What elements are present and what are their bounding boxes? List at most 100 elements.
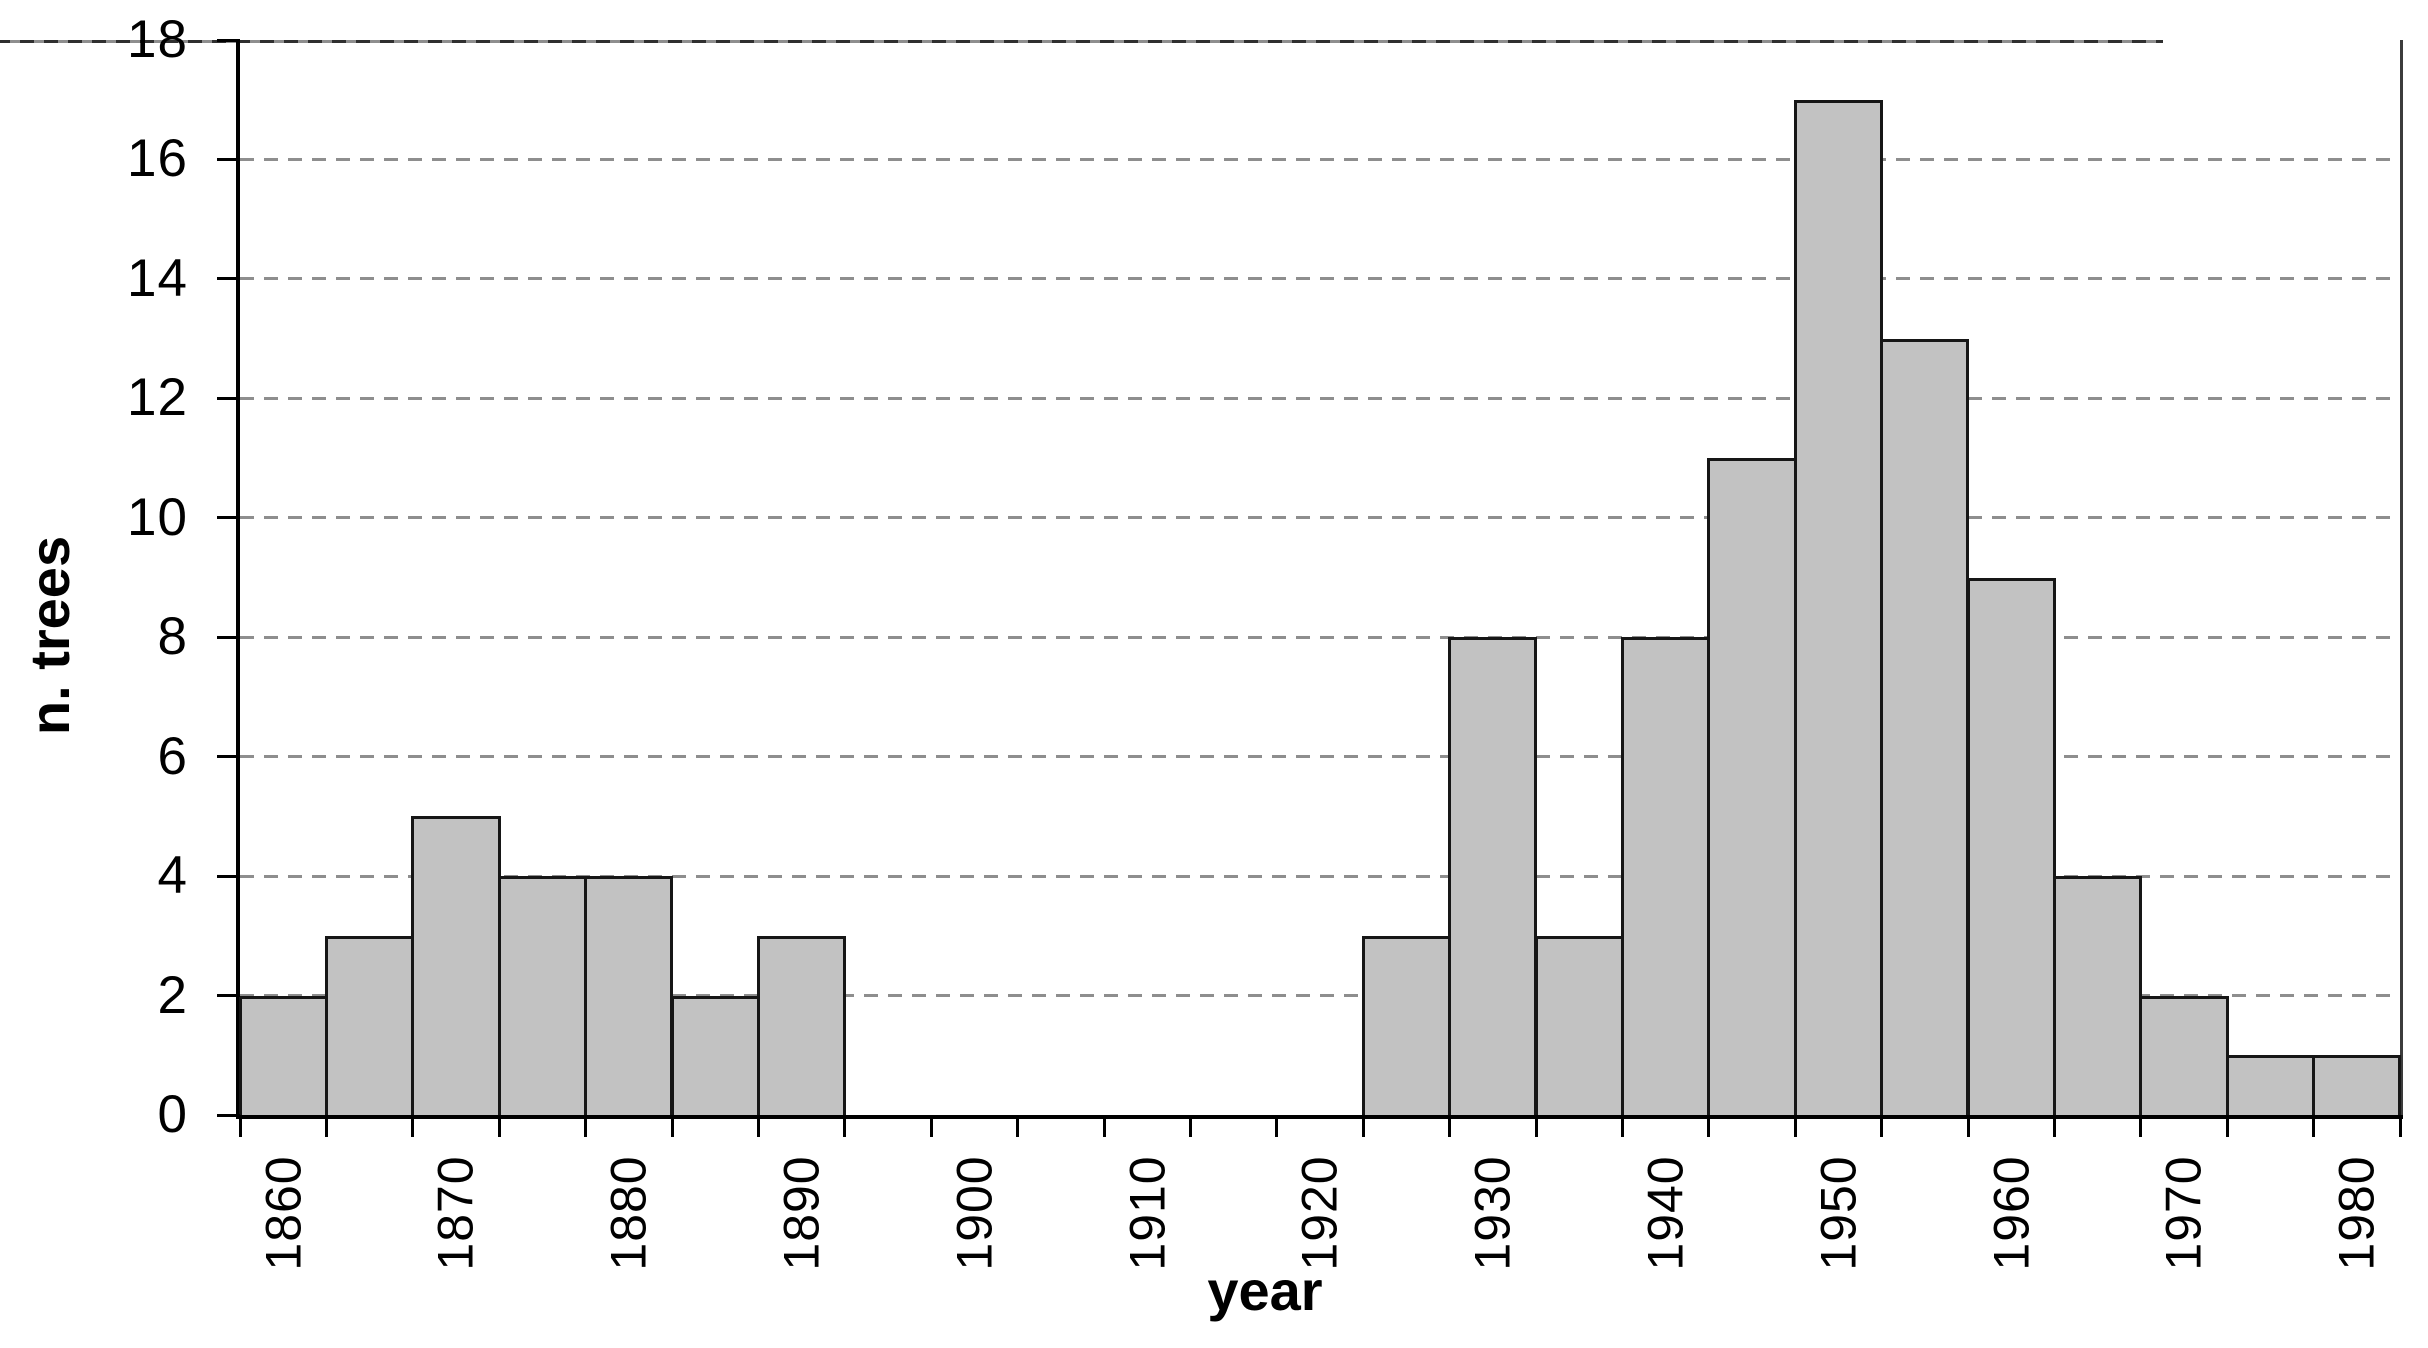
y-axis-line bbox=[236, 40, 240, 1119]
x-tick-label-text-1860: 1860 bbox=[255, 1155, 312, 1271]
x-tick-label-1880: 1880 bbox=[564, 1146, 694, 1280]
y-axis-title: n. trees bbox=[0, 420, 100, 850]
bar-1945 bbox=[1707, 458, 1797, 1115]
y-tick-label-8: 8 bbox=[157, 607, 188, 667]
y-tick-8 bbox=[217, 635, 240, 639]
x-tick-label-text-1960: 1960 bbox=[1983, 1155, 2040, 1271]
bar-1960 bbox=[1966, 577, 2056, 1115]
x-tick-label-1970: 1970 bbox=[2119, 1146, 2249, 1280]
x-tick-label-text-1930: 1930 bbox=[1464, 1155, 1521, 1271]
x-tick-23 bbox=[2225, 1119, 2229, 1137]
x-axis-title: year bbox=[1207, 1259, 1323, 1322]
x-tick-label-1950: 1950 bbox=[1773, 1146, 1903, 1280]
y-axis-title-text: n. trees bbox=[18, 535, 82, 735]
x-tick-label-text-1870: 1870 bbox=[427, 1155, 484, 1271]
x-tick-25 bbox=[2398, 1119, 2402, 1137]
x-tick-label-1870: 1870 bbox=[391, 1146, 521, 1280]
x-tick-label-text-1920: 1920 bbox=[1291, 1155, 1348, 1271]
x-tick-label-text-1900: 1900 bbox=[946, 1155, 1003, 1271]
bar-1885 bbox=[670, 995, 760, 1115]
gridline-y-16 bbox=[240, 157, 2400, 161]
x-tick-14 bbox=[1448, 1119, 1452, 1137]
x-tick-label-text-1910: 1910 bbox=[1119, 1155, 1176, 1271]
x-tick-label-1940: 1940 bbox=[1601, 1146, 1731, 1280]
x-tick-20 bbox=[1966, 1119, 1970, 1137]
gridline-y-14 bbox=[240, 277, 2400, 281]
x-tick-21 bbox=[2052, 1119, 2056, 1137]
gridline-y-2 bbox=[240, 994, 2400, 998]
x-tick-label-1930: 1930 bbox=[1428, 1146, 1558, 1280]
x-tick-label-1910: 1910 bbox=[1082, 1146, 1212, 1280]
gridline-y-10 bbox=[240, 516, 2400, 520]
y-tick-0 bbox=[217, 1113, 240, 1117]
bar-1930 bbox=[1448, 637, 1538, 1115]
bar-1975 bbox=[2225, 1055, 2316, 1115]
y-tick-label-4: 4 bbox=[157, 846, 188, 906]
x-tick-label-1860: 1860 bbox=[218, 1146, 348, 1280]
x-tick-1 bbox=[324, 1119, 328, 1137]
x-tick-6 bbox=[756, 1119, 760, 1137]
x-axis-line bbox=[236, 1115, 2403, 1119]
x-tick-label-text-1980: 1980 bbox=[2328, 1155, 2385, 1271]
x-tick-17 bbox=[1707, 1119, 1711, 1137]
y-tick-10 bbox=[217, 516, 240, 520]
x-tick-label-text-1950: 1950 bbox=[1810, 1155, 1867, 1271]
x-tick-13 bbox=[1361, 1119, 1365, 1137]
y-tick-4 bbox=[217, 874, 240, 878]
bar-1925 bbox=[1361, 935, 1452, 1115]
x-tick-label-1980: 1980 bbox=[2292, 1146, 2422, 1280]
x-tick-4 bbox=[584, 1119, 588, 1137]
bar-1955 bbox=[1880, 338, 1970, 1115]
y-tick-12 bbox=[217, 396, 240, 400]
y-tick-label-18: 18 bbox=[127, 10, 188, 69]
x-tick-2 bbox=[411, 1119, 415, 1137]
bar-1970 bbox=[2139, 995, 2229, 1115]
bar-1860 bbox=[238, 995, 328, 1115]
y-tick-label-10: 10 bbox=[127, 487, 188, 547]
x-tick-8 bbox=[929, 1119, 933, 1137]
bar-1980 bbox=[2312, 1055, 2402, 1115]
y-tick-18 bbox=[217, 38, 240, 42]
y-tick-2 bbox=[217, 994, 240, 998]
y-tick-label-14: 14 bbox=[127, 248, 188, 308]
x-tick-3 bbox=[497, 1119, 501, 1137]
x-tick-15 bbox=[1534, 1119, 1538, 1137]
x-tick-7 bbox=[843, 1119, 847, 1137]
x-tick-label-1960: 1960 bbox=[1946, 1146, 2076, 1280]
bar-1865 bbox=[324, 935, 415, 1115]
x-tick-label-text-1890: 1890 bbox=[773, 1155, 830, 1271]
bar-1950 bbox=[1793, 99, 1884, 1115]
x-tick-19 bbox=[1880, 1119, 1884, 1137]
y-tick-label-6: 6 bbox=[157, 726, 188, 786]
bar-1875 bbox=[497, 876, 588, 1115]
y-tick-16 bbox=[217, 157, 240, 161]
gridline-y-4 bbox=[240, 874, 2400, 878]
x-tick-5 bbox=[670, 1119, 674, 1137]
x-tick-label-1890: 1890 bbox=[737, 1146, 867, 1280]
plot-right-border bbox=[2400, 40, 2403, 1119]
y-tick-label-12: 12 bbox=[127, 368, 188, 428]
bar-1965 bbox=[2052, 876, 2143, 1115]
y-tick-label-2: 2 bbox=[157, 965, 188, 1025]
gridline-y-12 bbox=[240, 396, 2400, 400]
x-tick-9 bbox=[1016, 1119, 1020, 1137]
x-tick-11 bbox=[1188, 1119, 1192, 1137]
bar-1935 bbox=[1534, 935, 1624, 1115]
x-tick-label-1900: 1900 bbox=[909, 1146, 1039, 1280]
bar-1880 bbox=[584, 876, 674, 1115]
x-tick-12 bbox=[1275, 1119, 1279, 1137]
x-tick-16 bbox=[1620, 1119, 1624, 1137]
plot-top-border bbox=[0, 40, 2163, 43]
bar-1870 bbox=[411, 816, 501, 1115]
x-tick-label-text-1940: 1940 bbox=[1637, 1155, 1694, 1271]
x-tick-label-1920: 1920 bbox=[1255, 1146, 1385, 1280]
bar-1940 bbox=[1620, 637, 1711, 1115]
x-tick-0 bbox=[238, 1119, 242, 1137]
y-tick-14 bbox=[217, 277, 240, 281]
x-tick-label-text-1880: 1880 bbox=[600, 1155, 657, 1271]
x-tick-22 bbox=[2139, 1119, 2143, 1137]
x-tick-10 bbox=[1102, 1119, 1106, 1137]
y-tick-6 bbox=[217, 755, 240, 759]
bar-1890 bbox=[756, 935, 847, 1115]
